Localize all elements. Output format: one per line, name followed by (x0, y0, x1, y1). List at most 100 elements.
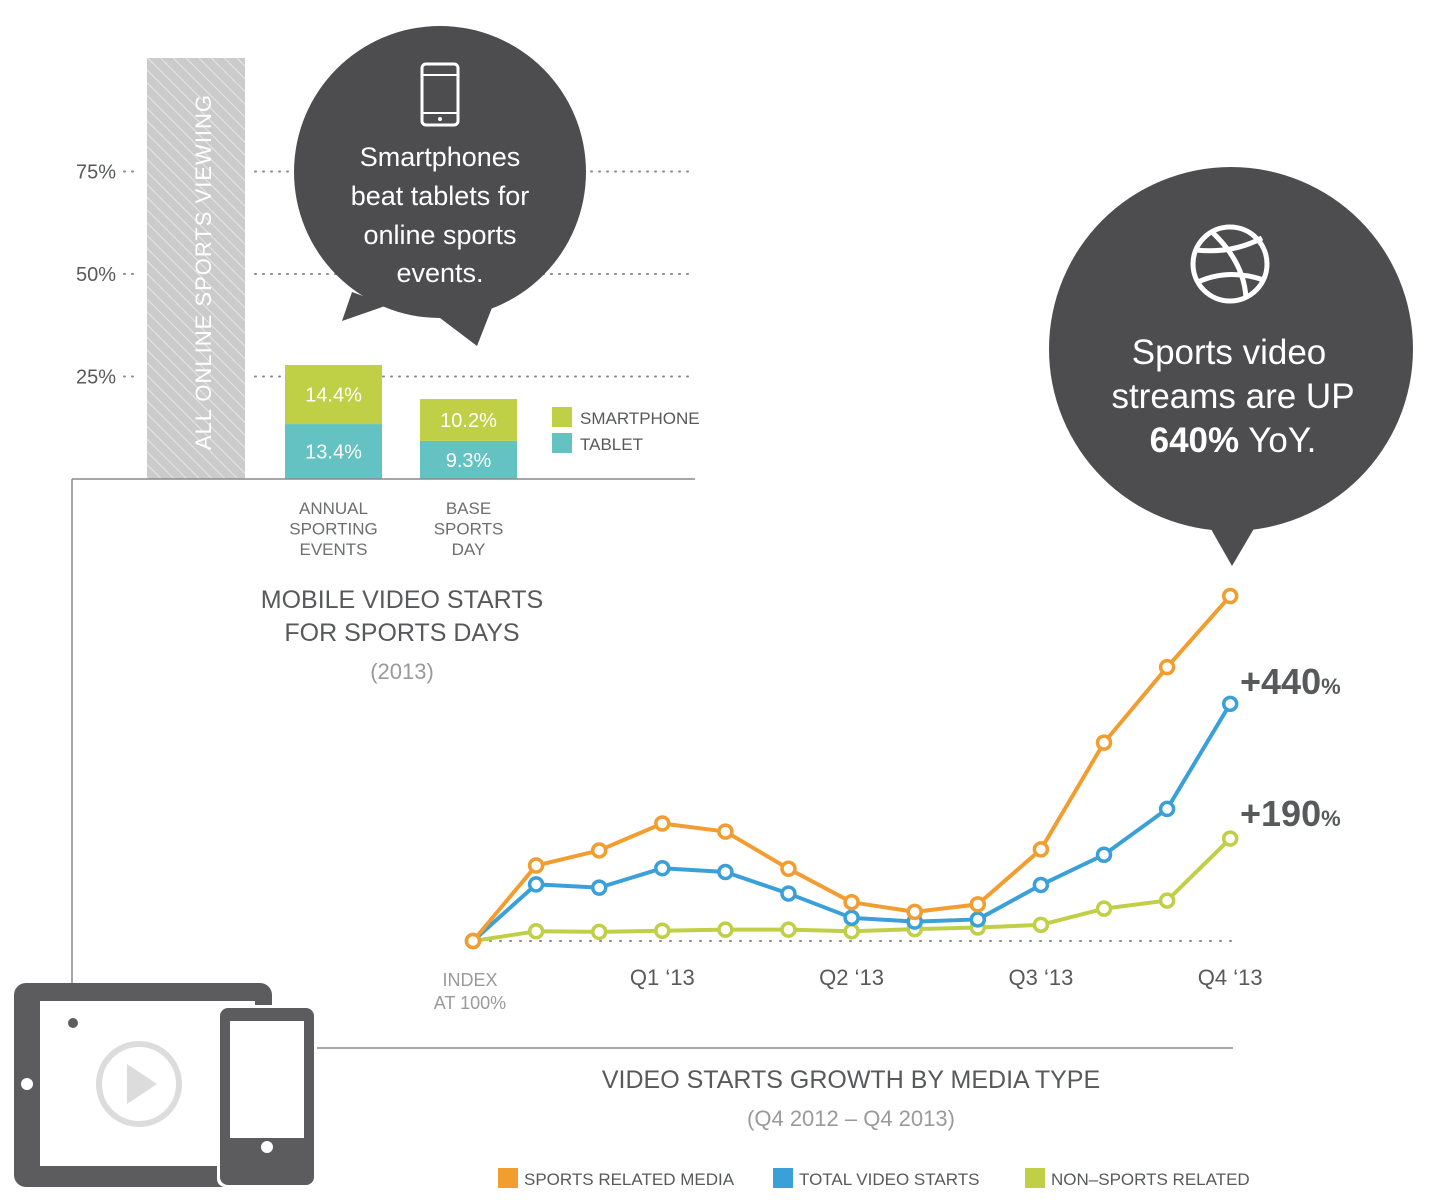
point-total-video-starts-12 (1221, 695, 1239, 713)
category-label-line: SPORTS (434, 520, 504, 539)
legend-swatch-sports-related-media (498, 1168, 518, 1188)
bar-chart-bars: 13.4% 14.4% 9.3% 10.2% (285, 365, 517, 479)
basketball-icon (1190, 224, 1270, 304)
end-label-total: +440% (1240, 661, 1341, 702)
callout-circle (1049, 167, 1413, 531)
line-chart-legend: SPORTS RELATED MEDIA TOTAL VIDEO STARTS NO… (498, 1168, 1250, 1189)
point-non-sports-related-2 (590, 923, 608, 941)
end-label-non-sports-unit: % (1321, 806, 1341, 831)
point-sports-related-media-1 (527, 857, 545, 874)
point-non-sports-related-12 (1221, 830, 1239, 847)
x-tick-label: Q4 ‘13 (1198, 965, 1263, 990)
bar-chart-y-ticks: 75% 50% 25% (76, 162, 141, 389)
bar-segment-smartphone-1 (285, 365, 382, 425)
index-label-line-1: INDEX (442, 970, 497, 990)
smartphone-icon (420, 62, 460, 127)
x-tick-label: Q1 ‘13 (630, 965, 695, 990)
point-non-sports-related-10 (1095, 900, 1113, 917)
point-sports-related-media-11 (1158, 658, 1176, 676)
point-non-sports-related-9 (1032, 916, 1050, 934)
point-non-sports-related-5 (780, 921, 797, 938)
callout-highlight: 640% (1150, 421, 1240, 460)
point-total-video-starts-10 (1095, 846, 1113, 863)
line-chart-title: VIDEO STARTS GROWTH BY MEDIA TYPE (602, 1066, 1100, 1094)
point-sports-related-media-2 (590, 842, 608, 859)
smartphone-callout-bubble: Smartphones beat tablets for online spor… (294, 26, 586, 346)
point-sports-related-media-12 (1221, 587, 1239, 605)
point-non-sports-related-4 (717, 921, 734, 938)
callout-circle (294, 26, 586, 318)
point-non-sports-related-1 (527, 923, 545, 940)
tablet-camera (68, 1018, 78, 1028)
callout-line-4: events. (396, 258, 483, 288)
play-button-ring (96, 1041, 182, 1127)
legend-label-total-video-starts: TOTAL VIDEO STARTS (799, 1170, 979, 1189)
play-icon (127, 1064, 157, 1104)
tablet-home-button (21, 1078, 33, 1090)
y-tick-label: 25% (76, 367, 116, 389)
sports-video-callout-bubble: Sports video streams are UP 640% YoY. (1049, 167, 1413, 566)
phone-screen (230, 1021, 304, 1138)
point-total-video-starts-3 (654, 859, 671, 877)
bar-value-label: 10.2% (440, 410, 497, 432)
series-line-sports-related-media (471, 594, 1232, 943)
index-label-line-2: AT 100% (434, 993, 506, 1013)
category-label-line: DAY (452, 540, 486, 559)
bar-chart-subtitle: (2013) (370, 659, 434, 684)
legend-swatch-smartphone (552, 407, 572, 427)
point-total-video-starts-9 (1032, 876, 1050, 894)
category-label-line: SPORTING (289, 520, 377, 539)
bar-segment-smartphone-2 (420, 399, 517, 441)
legend-label-sports-related-media: SPORTS RELATED MEDIA (524, 1170, 735, 1189)
y-tick-label: 75% (76, 162, 116, 184)
callout-line-1: Sports video (1132, 333, 1327, 372)
point-sports-related-media-10 (1095, 734, 1113, 751)
callout-line-3: online sports (363, 220, 516, 250)
bar-segment-tablet-2 (420, 440, 517, 479)
legend-label-smartphone: SMARTPHONE (580, 409, 700, 428)
line-chart-series (464, 587, 1239, 950)
point-total-video-starts-1 (527, 876, 545, 893)
callout-line-2: streams are UP (1111, 377, 1354, 416)
callout-line-3: 640% YoY. (1150, 421, 1317, 460)
point-sports-related-media-5 (780, 860, 797, 878)
point-sports-related-media-3 (654, 815, 671, 832)
point-sports-related-media-4 (717, 823, 734, 840)
bar-value-label: 13.4% (305, 442, 362, 464)
legend-swatch-total-video-starts (773, 1168, 793, 1188)
x-tick-label: Q2 ‘13 (819, 965, 884, 990)
bar-chart-title-line-1: MOBILE VIDEO STARTS (261, 586, 543, 614)
point-sports-related-media-0 (464, 932, 482, 950)
bar-value-label: 9.3% (446, 450, 492, 472)
point-total-video-starts-4 (717, 863, 734, 881)
end-label-non-sports: +190% (1240, 793, 1341, 834)
point-sports-related-media-8 (969, 896, 987, 913)
end-label-total-value: +440 (1240, 661, 1321, 702)
bar-chart-legend: SMARTPHONE TABLET (552, 407, 700, 454)
legend-label-non-sports-related: NON–SPORTS RELATED (1051, 1170, 1250, 1189)
y-tick-label: 50% (76, 264, 116, 286)
line-chart-subtitle: (Q4 2012 – Q4 2013) (747, 1106, 955, 1131)
category-label-line: EVENTS (299, 540, 367, 559)
phone-home-button (261, 1141, 273, 1153)
point-total-video-starts-2 (590, 879, 608, 896)
point-total-video-starts-11 (1158, 800, 1176, 818)
point-non-sports-related-3 (654, 922, 671, 940)
category-label-line: BASE (446, 499, 491, 518)
point-total-video-starts-6 (843, 909, 860, 927)
legend-swatch-non-sports-related (1025, 1168, 1045, 1188)
point-sports-related-media-6 (843, 893, 860, 911)
point-total-video-starts-5 (780, 885, 797, 902)
category-label-line: ANNUAL (299, 499, 368, 518)
bar-segment-tablet-1 (285, 424, 382, 479)
point-total-video-starts-8 (969, 911, 987, 928)
legend-label-tablet: TABLET (580, 435, 643, 454)
all-online-sports-viewing-bar (147, 58, 245, 479)
mobile-video-starts-bar-chart: 75% 50% 25% ALL ONLINE SPORTS VIEWIING 13.… (72, 58, 700, 684)
reference-bar-label: ALL ONLINE SPORTS VIEWIING (191, 94, 216, 450)
tablet-and-phone-video-icon (14, 983, 317, 1187)
legend-swatch-tablet (552, 433, 572, 453)
point-sports-related-media-7 (906, 903, 923, 921)
